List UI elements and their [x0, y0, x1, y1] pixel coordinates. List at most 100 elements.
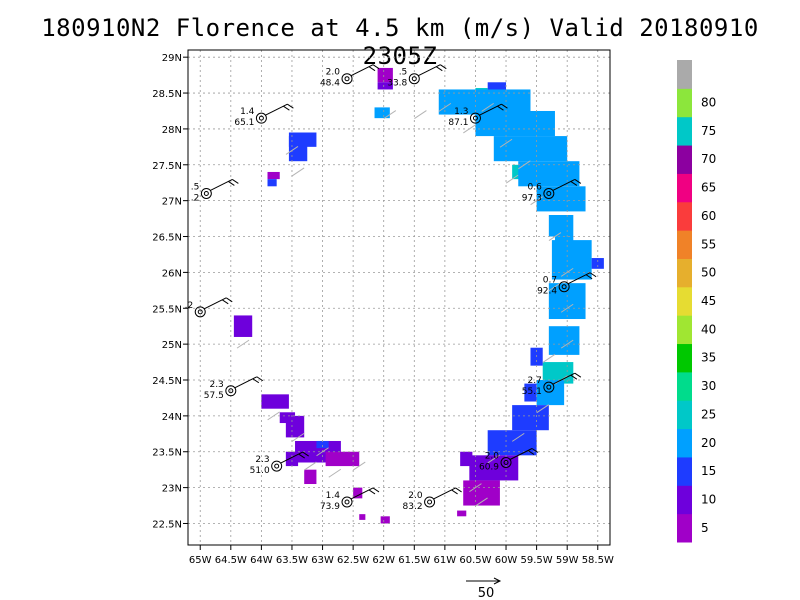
wind-barb-flag	[287, 103, 294, 109]
wind-vector	[487, 454, 501, 464]
colorbar-level-label: 15	[701, 464, 716, 478]
wind-speed-cell	[288, 136, 308, 162]
station-altitude-label: 2.0	[326, 68, 341, 78]
wind-speed-cell	[377, 82, 393, 90]
colorbar-level-label: 40	[701, 322, 716, 336]
lon-tick-label: 60.5W	[459, 555, 491, 566]
wind-speed-cell	[285, 415, 305, 438]
colorbar-level-label: 20	[701, 436, 716, 450]
lat-tick-label: 29N	[162, 53, 182, 64]
lon-tick-label: 64W	[250, 555, 273, 566]
wind-barb-flag	[302, 451, 309, 457]
dropsonde-station: 2.060.9	[479, 448, 539, 473]
station-center-icon	[561, 284, 567, 290]
lat-tick-label: 27.5N	[152, 161, 182, 172]
wind-speed-cell	[536, 186, 586, 212]
station-center-icon	[258, 115, 264, 121]
station-center-icon	[472, 115, 478, 121]
station-center-icon	[546, 384, 552, 390]
wind-barb-flag	[228, 181, 235, 186]
colorbar-level-label: 80	[701, 96, 716, 110]
wind-speed-cell	[548, 326, 580, 355]
station-altitude-label: 2.3	[209, 380, 223, 390]
colorbar-swatch	[677, 201, 692, 231]
colorbar-swatch	[677, 343, 692, 373]
wind-vector	[548, 282, 562, 292]
station-altitude-label: 1.3	[454, 107, 468, 117]
lon-tick-label: 59W	[556, 555, 579, 566]
station-altitude-label: .5	[399, 68, 408, 78]
dropsonde-station: 0.697.3	[522, 179, 582, 203]
station-speed-label: 83.2	[403, 502, 423, 512]
station-center-icon	[344, 76, 350, 82]
reference-vector-label: 50	[478, 586, 495, 600]
wind-barb-flag	[368, 66, 376, 72]
wind-vector	[267, 411, 280, 421]
wind-vector	[463, 124, 476, 134]
wind-vector	[560, 303, 574, 313]
wind-vector	[383, 110, 397, 119]
station-ring-icon	[341, 496, 353, 508]
colorbar-swatch	[677, 315, 692, 345]
station-speed-label: 65.1	[234, 118, 254, 128]
station-ring-icon	[225, 385, 237, 397]
wind-speed-cell	[457, 510, 467, 517]
colorbar-swatch	[677, 230, 692, 259]
station-ring-icon	[200, 187, 212, 199]
wind-barb-flag	[283, 105, 290, 111]
wind-speed-cells	[233, 67, 604, 524]
wind-barb-flag	[570, 181, 578, 186]
wind-barb-flag	[372, 64, 380, 70]
lon-tick-label: 62W	[372, 555, 395, 566]
map-title: 180910N2 Florence at 4.5 km (m/s) Valid …	[41, 14, 759, 70]
station-ring-icon	[469, 112, 481, 124]
wind-barb-staff	[265, 103, 288, 116]
station-speed-label: 48.4	[320, 79, 340, 89]
reference-vector-arrowhead	[493, 577, 502, 585]
colorbar-swatch	[677, 371, 692, 401]
station-ring-icon	[194, 306, 206, 318]
lon-tick-label: 58.5W	[582, 555, 614, 566]
wind-vector	[236, 339, 250, 349]
wind-speed-cell	[325, 451, 360, 467]
station-ring-icon	[543, 187, 555, 199]
station-center-icon	[546, 190, 552, 196]
station-altitude-label: 1.4	[240, 107, 255, 117]
wind-barb-flag	[225, 297, 233, 303]
wind-barb-flag	[574, 179, 582, 184]
wind-barb-flag	[298, 453, 305, 459]
lat-tick-label: 25N	[162, 340, 182, 351]
station-speed-label: 55.1	[522, 387, 542, 397]
lon-tick-label: 63W	[311, 555, 334, 566]
wind-barb-flag	[531, 448, 539, 453]
lat-tick-label: 26N	[162, 268, 182, 279]
wind-speed-cell	[493, 136, 568, 162]
colorbar-swatch	[677, 258, 692, 288]
lon-tick-label: 62.5W	[337, 555, 369, 566]
lon-tick-label: 61W	[434, 555, 457, 566]
wind-speed-cell	[475, 110, 555, 137]
lon-tick-label: 61.5W	[398, 555, 430, 566]
wind-barb-flag	[256, 376, 264, 382]
wind-barb-flag	[440, 64, 447, 70]
wind-vector	[316, 447, 329, 457]
station-speed-label: 60.9	[479, 463, 499, 473]
colorbar-level-label: 55	[701, 237, 716, 251]
colorbar-level-label: 50	[701, 266, 716, 280]
wind-barb-flag	[585, 274, 593, 280]
dropsonde-station: 2.083.2	[403, 487, 462, 512]
wind-speed-cell	[591, 258, 604, 269]
wind-speed-cell	[267, 179, 277, 187]
station-ring-icon	[558, 281, 570, 293]
map-frame	[187, 49, 611, 546]
wind-vector	[304, 461, 317, 471]
wind-barb-flag	[497, 105, 504, 111]
station-altitude-label: .2	[185, 301, 194, 311]
colorbar-swatch	[677, 173, 692, 203]
station-altitude-label: 0.6	[528, 182, 543, 192]
dropsonde-station: 1.473.9	[320, 487, 380, 512]
dropsonde-station: 1.465.1	[234, 103, 294, 128]
wind-vector	[291, 167, 305, 177]
station-center-icon	[228, 388, 234, 394]
colorbar-level-label: 45	[701, 294, 716, 308]
